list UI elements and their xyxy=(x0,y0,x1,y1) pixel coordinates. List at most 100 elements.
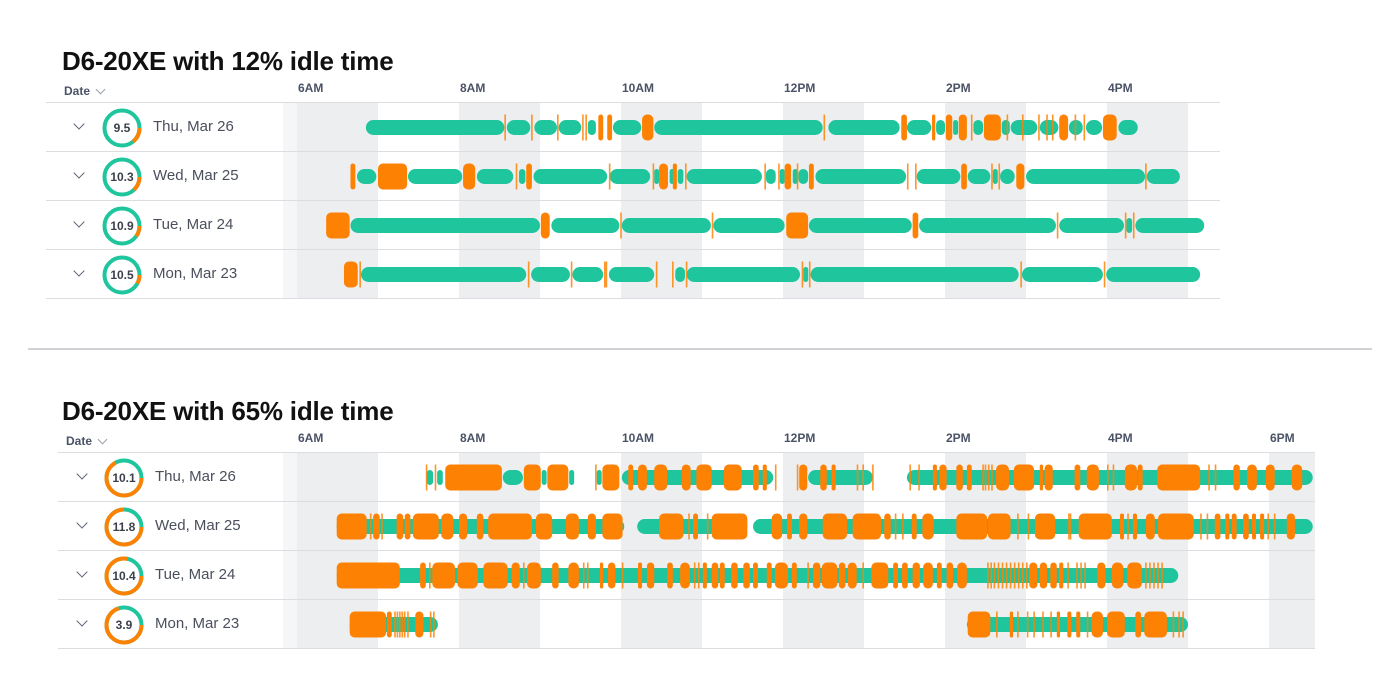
idle-segment[interactable] xyxy=(598,114,604,141)
active-segment[interactable] xyxy=(621,218,711,233)
idle-tick[interactable] xyxy=(991,163,993,190)
idle-tick[interactable] xyxy=(711,212,714,239)
idle-tick[interactable] xyxy=(582,562,585,589)
idle-tick[interactable] xyxy=(522,562,525,589)
idle-segment[interactable] xyxy=(527,562,541,589)
idle-tick[interactable] xyxy=(1132,212,1135,239)
idle-segment[interactable] xyxy=(378,163,408,190)
idle-tick[interactable] xyxy=(1084,562,1086,589)
idle-segment[interactable] xyxy=(1009,611,1014,638)
idle-tick[interactable] xyxy=(1009,562,1012,589)
idle-tick[interactable] xyxy=(621,562,624,589)
idle-segment[interactable] xyxy=(638,464,647,491)
expand-chevron-icon[interactable] xyxy=(76,566,88,578)
idle-segment[interactable] xyxy=(923,562,933,589)
idle-segment[interactable] xyxy=(1135,611,1142,638)
idle-tick[interactable] xyxy=(684,163,687,190)
idle-segment[interactable] xyxy=(1059,114,1069,141)
active-segment[interactable] xyxy=(765,169,776,184)
active-segment[interactable] xyxy=(558,120,582,135)
idle-segment[interactable] xyxy=(1119,513,1125,540)
active-segment[interactable] xyxy=(677,169,684,184)
idle-tick[interactable] xyxy=(603,261,606,288)
idle-tick[interactable] xyxy=(531,114,533,141)
active-segment[interactable] xyxy=(518,169,526,184)
active-segment[interactable] xyxy=(365,120,505,135)
idle-tick[interactable] xyxy=(987,464,990,491)
idle-tick[interactable] xyxy=(915,163,917,190)
idle-segment[interactable] xyxy=(659,513,684,540)
idle-tick[interactable] xyxy=(902,513,904,540)
active-segment[interactable] xyxy=(541,470,547,485)
idle-tick[interactable] xyxy=(987,562,989,589)
idle-tick[interactable] xyxy=(433,611,435,638)
idle-segment[interactable] xyxy=(786,212,809,239)
idle-tick[interactable] xyxy=(515,163,518,190)
idle-tick[interactable] xyxy=(399,611,401,638)
idle-segment[interactable] xyxy=(820,464,827,491)
idle-segment[interactable] xyxy=(540,212,550,239)
idle-segment[interactable] xyxy=(696,464,712,491)
active-segment[interactable] xyxy=(350,218,540,233)
idle-segment[interactable] xyxy=(415,611,424,638)
idle-segment[interactable] xyxy=(1039,562,1048,589)
idle-tick[interactable] xyxy=(1200,513,1202,540)
idle-tick[interactable] xyxy=(1206,513,1209,540)
idle-segment[interactable] xyxy=(791,562,797,589)
idle-segment[interactable] xyxy=(743,562,750,589)
date-sort-header[interactable]: Date xyxy=(64,84,106,98)
idle-segment[interactable] xyxy=(799,513,808,540)
active-segment[interactable] xyxy=(1039,120,1059,135)
idle-segment[interactable] xyxy=(912,212,919,239)
idle-segment[interactable] xyxy=(565,513,579,540)
idle-segment[interactable] xyxy=(812,562,821,589)
idle-segment[interactable] xyxy=(420,562,426,589)
idle-segment[interactable] xyxy=(1158,513,1194,540)
idle-segment[interactable] xyxy=(463,163,476,190)
idle-segment[interactable] xyxy=(871,562,889,589)
active-segment[interactable] xyxy=(828,120,900,135)
active-segment[interactable] xyxy=(437,470,443,485)
idle-tick[interactable] xyxy=(1145,163,1147,190)
idle-tick[interactable] xyxy=(1086,611,1089,638)
idle-tick[interactable] xyxy=(807,562,809,589)
idle-tick[interactable] xyxy=(557,114,559,141)
idle-segment[interactable] xyxy=(1029,562,1038,589)
idle-tick[interactable] xyxy=(429,562,431,589)
idle-segment[interactable] xyxy=(552,562,559,589)
idle-segment[interactable] xyxy=(711,513,748,540)
active-segment[interactable] xyxy=(815,169,907,184)
active-segment[interactable] xyxy=(916,169,961,184)
active-segment[interactable] xyxy=(572,267,604,282)
idle-tick[interactable] xyxy=(1103,261,1106,288)
active-segment[interactable] xyxy=(1126,218,1133,233)
idle-segment[interactable] xyxy=(1127,562,1142,589)
active-segment[interactable] xyxy=(798,169,809,184)
idle-segment[interactable] xyxy=(1265,464,1275,491)
idle-tick[interactable] xyxy=(1026,562,1028,589)
idle-segment[interactable] xyxy=(642,114,654,141)
idle-tick[interactable] xyxy=(425,464,428,491)
idle-tick[interactable] xyxy=(1013,562,1016,589)
idle-segment[interactable] xyxy=(476,513,484,540)
active-segment[interactable] xyxy=(953,120,959,135)
idle-segment[interactable] xyxy=(659,163,668,190)
idle-tick[interactable] xyxy=(605,261,608,288)
idle-segment[interactable] xyxy=(1102,114,1117,141)
idle-segment[interactable] xyxy=(1107,611,1125,638)
idle-segment[interactable] xyxy=(799,464,808,491)
active-segment[interactable] xyxy=(1118,120,1138,135)
idle-segment[interactable] xyxy=(1243,513,1249,540)
idle-segment[interactable] xyxy=(457,562,478,589)
active-segment[interactable] xyxy=(1135,218,1205,233)
idle-tick[interactable] xyxy=(595,464,597,491)
idle-tick[interactable] xyxy=(608,163,611,190)
active-segment[interactable] xyxy=(803,267,809,282)
idle-segment[interactable] xyxy=(957,562,967,589)
idle-segment[interactable] xyxy=(1233,464,1240,491)
idle-segment[interactable] xyxy=(680,562,690,589)
active-segment[interactable] xyxy=(992,169,998,184)
active-segment[interactable] xyxy=(551,218,620,233)
idle-segment[interactable] xyxy=(958,114,967,141)
idle-tick[interactable] xyxy=(693,562,696,589)
